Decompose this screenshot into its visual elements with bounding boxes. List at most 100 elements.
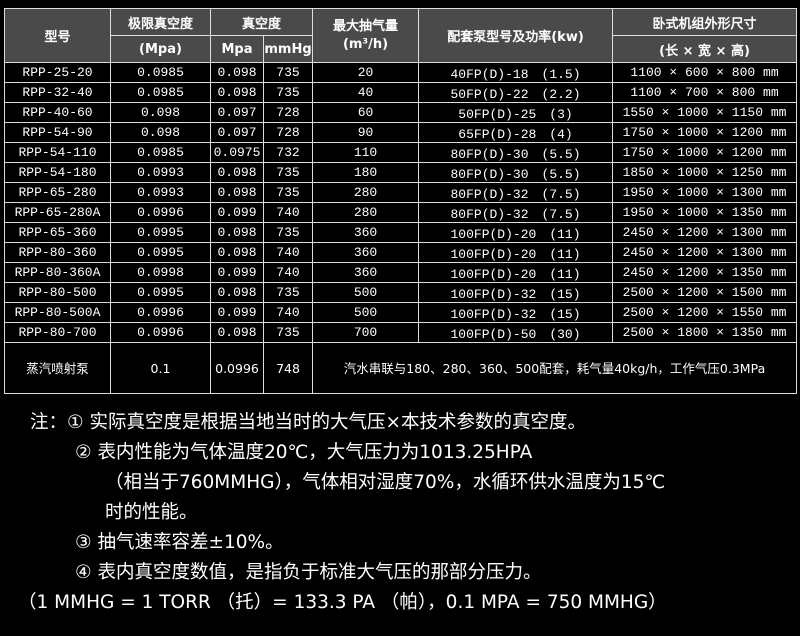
table-cell: 2500 × 1800 × 1350 mm xyxy=(612,322,798,343)
table-cell: RPP-32-40 xyxy=(4,82,111,103)
header-cell: (Mpa) xyxy=(110,35,211,63)
table-cell: RPP-80-500A xyxy=(4,302,111,323)
table-cell: 汽水串联与180、280、360、500配套，耗气量40kg/h，工作气压0.3… xyxy=(312,342,798,394)
note-line: （1 MMHG = 1 TORR （托）= 133.3 PA （帕），0.1 M… xyxy=(18,592,667,613)
spec-table: 型号 极限真空度 真空度 最大抽气量 (m³/h) 配套泵型号及功率(kw) 卧… xyxy=(4,8,798,394)
table-row: RPP-80-360 0.0995 0.098 740 360 100FP(D)-20 (… xyxy=(4,242,798,263)
header-cell: Mpa xyxy=(210,35,264,63)
header-cell: 极限真空度 xyxy=(110,8,211,36)
table-cell: 0.097 xyxy=(210,122,264,143)
table-row: RPP-40-60 0.098 0.097 728 60 50FP(D)-25 (3) 15… xyxy=(4,102,798,123)
table-cell: 180 xyxy=(312,162,420,183)
table-cell: 0.0985 xyxy=(110,82,211,103)
note-line: ③ 抽气速率容差±10%。 xyxy=(75,532,284,553)
table-cell: 740 xyxy=(262,202,314,223)
table-cell: 40 xyxy=(312,82,420,103)
table-cell: 0.098 xyxy=(110,102,211,123)
header-text: (m³/h) xyxy=(342,36,389,52)
table-cell: 360 xyxy=(312,242,420,263)
table-cell: 1100 × 700 × 800 mm xyxy=(612,82,798,103)
table-cell: 700 xyxy=(312,322,420,343)
notes: 注：① 实际真空度是根据当地当时的大气压×本技术参数的真空度。 ② 表内性能为气体… xyxy=(0,408,800,618)
header-cell: 真空度 xyxy=(209,8,314,36)
table-cell: 360 xyxy=(312,262,420,283)
table-cell: 2450 × 1200 × 1350 mm xyxy=(612,262,798,283)
table-cell: 0.099 xyxy=(210,302,264,323)
table-cell: 60 xyxy=(312,102,420,123)
table-cell: RPP-80-360A xyxy=(4,262,111,283)
table-cell: 280 xyxy=(312,202,420,223)
table-row: RPP-54-90 0.098 0.097 728 90 65FP(D)-28 (4) 17… xyxy=(4,122,798,143)
note-line: ② 表内性能为气体温度20℃，大气压力为1013.25HPA xyxy=(75,442,533,463)
table-cell: 110 xyxy=(312,142,420,163)
table-cell: 100FP(D)-32 (15) xyxy=(418,302,614,323)
table-header: 型号 极限真空度 真空度 最大抽气量 (m³/h) 配套泵型号及功率(kw) 卧… xyxy=(4,8,798,63)
table-cell: 2500 × 1200 × 1500 mm xyxy=(612,282,798,303)
table-cell: RPP-54-180 xyxy=(4,162,111,183)
table-cell: 80FP(D)-32 (7.5) xyxy=(418,202,614,223)
table-cell: 1100 × 600 × 800 mm xyxy=(612,62,798,83)
table-cell: 740 xyxy=(262,242,314,263)
table-row: RPP-32-40 0.0985 0.098 735 40 50FP(D)-22 (2.2… xyxy=(4,82,798,103)
note-line: （相当于760MMHG），气体相对湿度70%，水循环供水温度为15℃ xyxy=(105,472,666,493)
table-cell: 0.0985 xyxy=(110,142,211,163)
table-cell: 100FP(D)-50 (30) xyxy=(418,322,614,343)
table-cell: 735 xyxy=(262,162,314,183)
table-cell: 65FP(D)-28 (4) xyxy=(418,122,614,143)
table-cell: 0.0996 xyxy=(110,202,211,223)
table-cell: 0.0998 xyxy=(110,262,211,283)
table-cell: 280 xyxy=(312,182,420,203)
table-cell: 0.098 xyxy=(210,242,264,263)
table-row: RPP-54-110 0.0985 0.0975 732 110 80FP(D)-30 (… xyxy=(4,142,798,163)
table-cell: 0.0996 xyxy=(210,342,264,394)
table-row: RPP-25-20 0.0985 0.098 735 20 40FP(D)-18 (1.5… xyxy=(4,62,798,83)
header-cell: 型号 xyxy=(4,8,111,63)
table-row: RPP-54-180 0.0993 0.098 735 180 80FP(D)-30 (5… xyxy=(4,162,798,183)
table-cell: 732 xyxy=(262,142,314,163)
note-line: ④ 表内真空度数值，是指负于标准大气压的那部分压力。 xyxy=(75,562,542,583)
table-cell: 90 xyxy=(312,122,420,143)
header-cell: 最大抽气量 (m³/h) xyxy=(312,8,420,63)
table-cell: 100FP(D)-20 (11) xyxy=(418,222,614,243)
table-cell: 20 xyxy=(312,62,420,83)
table-cell: 0.0995 xyxy=(110,282,211,303)
table-body: RPP-25-20 0.0985 0.098 735 20 40FP(D)-18 (1.5… xyxy=(4,62,798,394)
table-cell: 1750 × 1000 × 1200 mm xyxy=(612,142,798,163)
header-cell: mmHg xyxy=(262,35,314,63)
table-cell: 735 xyxy=(262,62,314,83)
table-cell: 735 xyxy=(262,322,314,343)
table-cell: 50FP(D)-22 (2.2) xyxy=(418,82,614,103)
table-cell: 0.0996 xyxy=(110,302,211,323)
table-cell: 100FP(D)-32 (15) xyxy=(418,282,614,303)
table-cell: 740 xyxy=(262,302,314,323)
table-cell: 0.0995 xyxy=(110,222,211,243)
header-cell: (长 × 宽 × 高) xyxy=(612,35,798,63)
table-cell: 蒸汽喷射泵 xyxy=(4,342,111,394)
table-cell: 1950 × 1000 × 1300 mm xyxy=(612,182,798,203)
table-cell: 50FP(D)-25 (3) xyxy=(418,102,614,123)
table-cell: 735 xyxy=(262,182,314,203)
table-cell: 80FP(D)-32 (7.5) xyxy=(418,182,614,203)
table-cell: 0.0993 xyxy=(110,162,211,183)
table-row: 蒸汽喷射泵 0.1 0.0996 748 汽水串联与180、280、360、50… xyxy=(4,342,798,394)
table-cell: 0.1 xyxy=(110,342,211,394)
table-row: RPP-80-500A 0.0996 0.099 740 500 100FP(D)-32 … xyxy=(4,302,798,323)
table-cell: 500 xyxy=(312,282,420,303)
table-cell: 1950 × 1000 × 1350 mm xyxy=(612,202,798,223)
table-cell: RPP-25-20 xyxy=(4,62,111,83)
table-cell: RPP-65-280A xyxy=(4,202,111,223)
table-cell: 735 xyxy=(262,282,314,303)
table-cell: 0.098 xyxy=(210,162,264,183)
table-cell: 0.098 xyxy=(110,122,211,143)
header-cell: 卧式机组外形尺寸 xyxy=(612,8,798,36)
table-cell: 0.0993 xyxy=(110,182,211,203)
table-row: RPP-65-360 0.0995 0.098 735 360 100FP(D)-20 (… xyxy=(4,222,798,243)
table-cell: 740 xyxy=(262,262,314,283)
table-cell: RPP-40-60 xyxy=(4,102,111,123)
table-cell: 735 xyxy=(262,222,314,243)
table-cell: 1550 × 1000 × 1150 mm xyxy=(612,102,798,123)
table-cell: 0.098 xyxy=(210,222,264,243)
table-cell: 2450 × 1200 × 1300 mm xyxy=(612,222,798,243)
table-cell: RPP-80-500 xyxy=(4,282,111,303)
